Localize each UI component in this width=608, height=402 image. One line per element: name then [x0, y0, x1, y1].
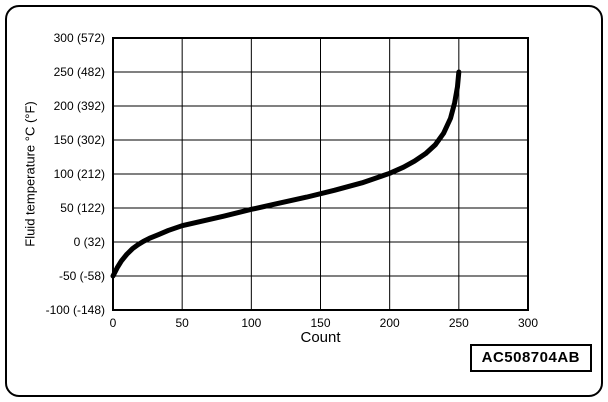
fluid-temperature-vs-count [110, 69, 462, 279]
x-tick-label: 150 [310, 316, 330, 330]
x-tick-label: 200 [380, 316, 400, 330]
y-tick-label: -100 (-148) [46, 303, 105, 317]
x-tick-label: 300 [518, 316, 538, 330]
figure-code-box: AC508704AB [469, 344, 592, 372]
x-axis-title: Count [300, 329, 341, 346]
y-tick-label: 50 (122) [60, 201, 105, 215]
plot-border [112, 37, 529, 311]
y-tick-label: 200 (392) [54, 99, 105, 113]
x-tick-label: 100 [241, 316, 261, 330]
x-tick-label: 0 [110, 316, 117, 330]
y-tick-label: 250 (482) [54, 65, 105, 79]
y-tick-label: 150 (302) [54, 133, 105, 147]
x-tick-label: 250 [449, 316, 469, 330]
y-axis-title: Fluid temperature °C (°F) [22, 101, 38, 247]
figure-code-label: AC508704AB [481, 349, 580, 366]
x-tick-label: 50 [175, 316, 189, 330]
y-tick-label: 300 (572) [54, 31, 105, 45]
y-tick-label: -50 (-58) [59, 269, 105, 283]
y-tick-label: 100 (212) [54, 167, 105, 181]
y-tick-label: 0 (32) [74, 235, 105, 249]
